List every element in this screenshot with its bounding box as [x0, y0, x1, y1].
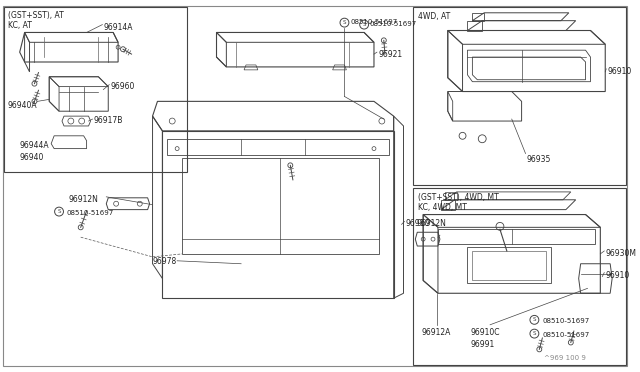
Text: 08510-51697: 08510-51697 — [542, 318, 589, 324]
Text: 96917B: 96917B — [93, 116, 123, 125]
Text: 96910: 96910 — [605, 271, 630, 280]
Text: 96935: 96935 — [527, 155, 551, 164]
Bar — [413, 7, 626, 185]
Text: 96940: 96940 — [20, 153, 44, 161]
Text: 96930M: 96930M — [605, 249, 636, 258]
Text: 96921: 96921 — [379, 50, 403, 59]
Bar — [4, 7, 187, 172]
Text: 08510-51697: 08510-51697 — [542, 332, 589, 338]
Text: 96940A: 96940A — [8, 101, 38, 110]
Text: 96912N: 96912N — [69, 195, 99, 204]
Text: 96944A: 96944A — [20, 141, 49, 150]
Text: S: S — [342, 20, 346, 25]
Text: 96910C: 96910C — [470, 328, 500, 337]
Bar — [413, 188, 626, 365]
Text: 08510-51697: 08510-51697 — [67, 209, 114, 216]
Text: S: S — [58, 209, 61, 214]
Text: 96910: 96910 — [607, 67, 632, 76]
Text: 4WD, AT: 4WD, AT — [419, 12, 451, 21]
Text: ^969 100 9: ^969 100 9 — [544, 355, 586, 361]
Text: 96910: 96910 — [406, 219, 429, 228]
Text: (GST+SST), AT
KC, AT: (GST+SST), AT KC, AT — [8, 11, 63, 30]
Text: S: S — [362, 22, 366, 27]
Text: 96914A: 96914A — [103, 23, 133, 32]
Text: (GST+SST), 4WD, MT
KC, 4WD, MT: (GST+SST), 4WD, MT KC, 4WD, MT — [419, 193, 499, 212]
Text: 96978: 96978 — [152, 257, 177, 266]
Text: 08510-51697: 08510-51697 — [369, 21, 416, 27]
Text: 96912A: 96912A — [421, 328, 451, 337]
Text: S: S — [532, 331, 536, 336]
Text: 96912N: 96912N — [416, 219, 446, 228]
Text: 96960: 96960 — [110, 82, 134, 91]
Text: S: S — [532, 317, 536, 323]
Text: 08510-51697: 08510-51697 — [350, 19, 397, 25]
Text: 96991: 96991 — [470, 340, 495, 349]
